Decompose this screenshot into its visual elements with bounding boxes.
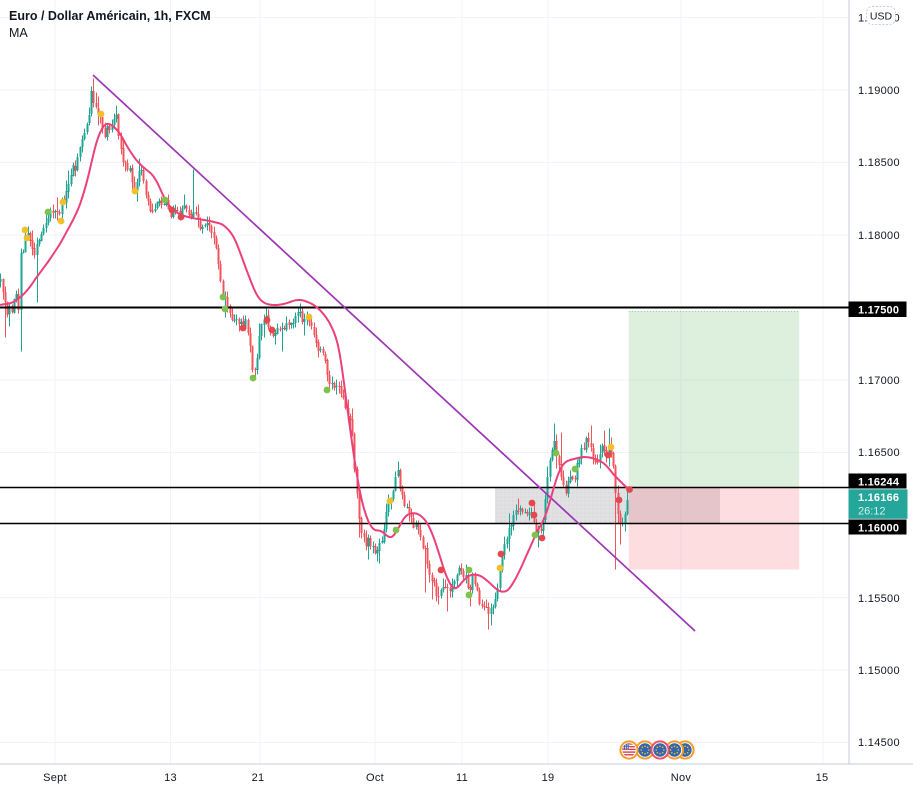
svg-text:1.19000: 1.19000 — [858, 85, 900, 97]
svg-text:1.18500: 1.18500 — [858, 157, 900, 169]
svg-text:11: 11 — [456, 772, 468, 784]
svg-text:MA: MA — [9, 26, 28, 40]
svg-text:1.14500: 1.14500 — [858, 737, 900, 749]
svg-text:1.18000: 1.18000 — [858, 230, 900, 242]
svg-text:USD: USD — [870, 11, 893, 23]
svg-text:1.17500: 1.17500 — [858, 305, 899, 317]
svg-text:1.15500: 1.15500 — [858, 593, 900, 605]
svg-text:Sept: Sept — [43, 772, 67, 784]
svg-text:1.16000: 1.16000 — [858, 523, 899, 535]
svg-text:1.16500: 1.16500 — [858, 447, 900, 459]
svg-text:Euro / Dollar Américain, 1h, F: Euro / Dollar Américain, 1h, FXCM — [9, 9, 211, 23]
svg-text:21: 21 — [252, 772, 265, 784]
svg-text:Nov: Nov — [671, 772, 692, 784]
svg-text:1.16244: 1.16244 — [858, 477, 900, 489]
svg-text:19: 19 — [542, 772, 555, 784]
svg-text:13: 13 — [164, 772, 177, 784]
svg-text:Oct: Oct — [366, 772, 384, 784]
svg-text:15: 15 — [816, 772, 829, 784]
svg-text:1.15000: 1.15000 — [858, 665, 900, 677]
svg-text:1.17000: 1.17000 — [858, 375, 900, 387]
svg-text:1.16166: 1.16166 — [858, 492, 899, 504]
svg-text:26:12: 26:12 — [858, 506, 886, 518]
